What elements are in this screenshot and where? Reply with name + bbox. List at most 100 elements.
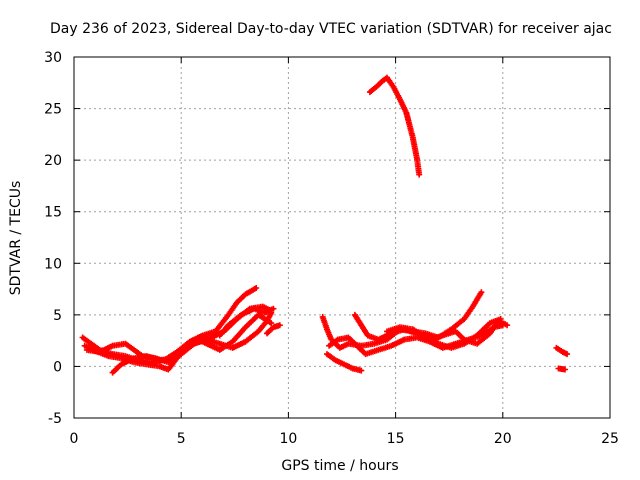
- y-tick-label: 20: [44, 153, 62, 169]
- data-point: [557, 367, 560, 370]
- data-point: [256, 313, 260, 317]
- data-point: [563, 368, 567, 371]
- data-point: [98, 350, 102, 354]
- data-point: [205, 338, 209, 342]
- data-point: [132, 348, 136, 352]
- data-point: [226, 323, 230, 327]
- data-point: [454, 329, 458, 333]
- series-arc-high: [366, 74, 423, 178]
- data-point: [119, 362, 123, 366]
- data-point: [83, 344, 87, 348]
- data-point: [124, 342, 127, 346]
- x-tick-label: 10: [279, 431, 297, 447]
- data-point: [231, 346, 235, 350]
- data-point: [218, 334, 222, 337]
- data-point: [334, 358, 337, 362]
- y-tick-label: 30: [44, 50, 62, 66]
- data-point: [555, 346, 558, 350]
- data-point: [336, 338, 340, 342]
- data-point: [145, 362, 149, 366]
- data-point: [565, 352, 569, 356]
- data-point: [364, 352, 367, 356]
- x-tick-label: 5: [177, 431, 186, 447]
- data-point: [158, 365, 162, 368]
- data-point: [271, 325, 275, 329]
- data-point: [488, 321, 492, 325]
- data-point: [499, 317, 503, 321]
- data-point: [561, 350, 565, 354]
- data-point: [479, 290, 483, 294]
- data-point-markers: [324, 351, 365, 374]
- data-point: [462, 317, 466, 321]
- data-point: [342, 362, 346, 366]
- data-point: [265, 332, 269, 335]
- data-point: [368, 90, 372, 94]
- series-arc-early-5: [216, 305, 277, 339]
- y-tick-label: 0: [53, 359, 62, 375]
- data-point: [398, 325, 402, 329]
- y-tick-label: -5: [48, 411, 62, 427]
- data-point: [359, 323, 363, 327]
- data-point: [417, 173, 421, 176]
- data-point: [81, 336, 84, 339]
- data-point: [235, 301, 239, 304]
- x-tick-label: 0: [70, 431, 79, 447]
- grid-lines: [74, 57, 610, 418]
- y-tick-label: 15: [44, 205, 62, 221]
- data-point: [385, 338, 389, 342]
- data-point-markers: [366, 74, 423, 178]
- data-point: [449, 346, 453, 350]
- data-point: [325, 352, 329, 356]
- data-point: [244, 325, 247, 329]
- data-point: [201, 334, 205, 337]
- data-point: [239, 313, 243, 317]
- data-point: [385, 329, 389, 333]
- y-tick-label: 10: [44, 256, 62, 272]
- data-point: [411, 136, 415, 139]
- data-point: [184, 348, 187, 352]
- data-point: [89, 342, 93, 346]
- chart-title: Day 236 of 2023, Sidereal Day-to-day VTE…: [50, 21, 612, 37]
- data-point: [254, 286, 258, 290]
- data-point: [424, 336, 428, 339]
- data-point: [244, 292, 247, 296]
- data-point: [132, 356, 136, 360]
- data-point: [244, 340, 247, 344]
- data-point: [329, 338, 333, 342]
- data-point: [263, 311, 267, 315]
- data-point: [475, 342, 479, 346]
- data-point: [374, 85, 378, 89]
- y-tick-label: 5: [53, 308, 62, 324]
- x-tick-label: 15: [387, 431, 405, 447]
- data-point: [347, 342, 350, 346]
- data-point: [278, 323, 282, 327]
- data-point: [106, 354, 110, 358]
- data-point: [325, 327, 329, 331]
- data-series-group: [79, 74, 571, 376]
- series-arc-early-6: [264, 322, 283, 337]
- data-point: [475, 334, 479, 337]
- data-point: [338, 346, 342, 350]
- data-point: [218, 342, 222, 346]
- data-point: [377, 348, 380, 352]
- series-arc-early-4: [109, 311, 275, 376]
- data-point: [132, 360, 136, 364]
- data-point: [85, 348, 89, 352]
- data-point: [437, 342, 440, 346]
- data-point: [488, 332, 492, 335]
- data-point: [366, 334, 370, 337]
- data-point: [355, 344, 359, 348]
- y-tick-label: 25: [44, 102, 62, 118]
- data-point: [372, 342, 376, 346]
- data-point: [231, 340, 235, 344]
- data-point: [415, 336, 419, 339]
- data-point: [256, 329, 260, 333]
- series-arc-mid-5: [384, 316, 504, 351]
- data-point: [111, 344, 114, 348]
- data-point: [404, 111, 408, 115]
- data-point: [424, 332, 428, 335]
- data-point: [392, 85, 395, 89]
- x-tick-label: 25: [601, 431, 619, 447]
- data-point: [462, 342, 466, 346]
- data-point: [381, 79, 385, 83]
